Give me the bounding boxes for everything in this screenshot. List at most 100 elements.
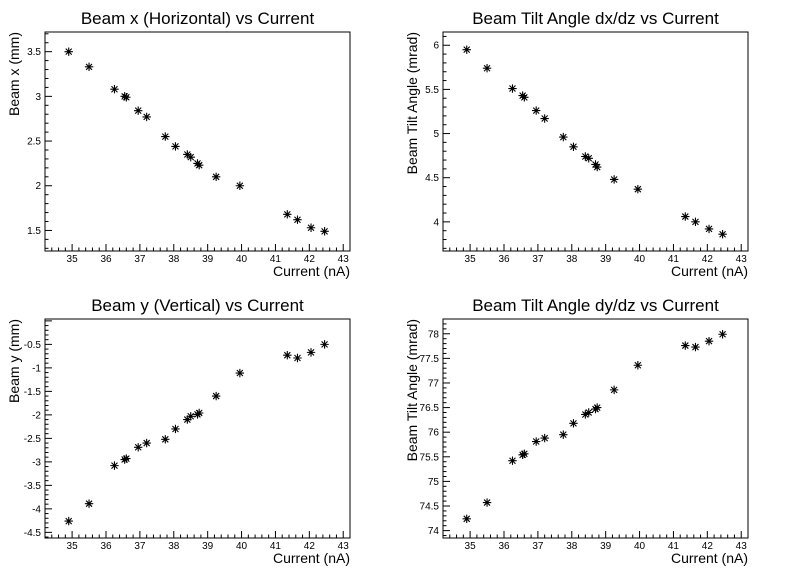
data-point [581, 152, 590, 161]
x-axis-label: Current (nA) [671, 263, 748, 279]
data-point [718, 330, 727, 339]
data-point [633, 361, 643, 370]
y-axis-label: Beam x (mm) [6, 32, 22, 116]
y-tick-label: 5 [433, 129, 439, 140]
data-point [591, 160, 600, 169]
data-point [520, 449, 529, 459]
x-tick-label: 39 [202, 541, 214, 552]
x-tick-label: 43 [736, 254, 748, 265]
chart-title: Beam x (Horizontal) vs Current [81, 9, 315, 28]
y-tick-label: 76.5 [420, 403, 440, 414]
x-tick-label: 38 [566, 541, 578, 552]
data-point [531, 437, 541, 446]
y-tick-label: -3 [32, 457, 41, 468]
data-point [110, 461, 119, 470]
x-axis-label: Current (nA) [273, 550, 350, 566]
x-tick-label: 39 [600, 541, 612, 552]
data-point [592, 162, 602, 172]
data-point [293, 215, 302, 224]
x-tick-label: 41 [270, 254, 282, 265]
x-tick-label: 40 [634, 254, 646, 265]
x-tick-label: 42 [702, 541, 714, 552]
chart-panel-4: Beam Tilt Angle dy/dz vs Current Current … [404, 296, 749, 566]
data-point [609, 385, 619, 395]
data-point [110, 85, 119, 94]
data-point [508, 84, 517, 93]
y-tick-label: -4.5 [24, 528, 42, 539]
chart-title: Beam Tilt Angle dy/dz vs Current [472, 296, 719, 315]
data-point [183, 150, 192, 159]
x-tick-label: 42 [304, 254, 316, 265]
y-tick-label: 74 [428, 526, 440, 537]
data-point [211, 172, 221, 182]
data-point [559, 132, 568, 142]
data-point [569, 419, 578, 428]
y-tick-label: 78 [428, 329, 440, 340]
data-point [64, 516, 73, 526]
data-point [283, 210, 292, 219]
chart-title: Beam Tilt Angle dx/dz vs Current [472, 9, 719, 28]
data-point [84, 62, 94, 72]
y-tick-label: -1.5 [24, 387, 42, 398]
y-tick-label: -2 [32, 410, 41, 421]
data-point [508, 456, 517, 465]
y-tick-label: 75.5 [420, 452, 440, 463]
x-tick-label: 42 [304, 541, 316, 552]
x-tick-label: 41 [270, 541, 282, 552]
data-point [691, 217, 700, 227]
data-point [84, 499, 94, 508]
data-point [559, 430, 568, 439]
y-tick-label: -1 [32, 363, 41, 374]
data-point [320, 340, 329, 349]
x-axis-label: Current (nA) [671, 550, 748, 566]
data-point [211, 391, 221, 401]
y-tick-label: -0.5 [24, 340, 42, 351]
x-tick-label: 35 [67, 541, 79, 552]
x-tick-label: 38 [566, 254, 578, 265]
chart-panel-1: Beam x (Horizontal) vs Current Current (n… [6, 9, 351, 279]
x-tick-label: 41 [668, 254, 680, 265]
data-point [681, 341, 690, 350]
data-point [584, 154, 593, 163]
x-tick-label: 43 [338, 541, 350, 552]
x-tick-label: 41 [668, 541, 680, 552]
x-tick-label: 40 [236, 254, 248, 265]
data-point [320, 227, 329, 236]
data-point [462, 514, 471, 524]
y-tick-label: 5.5 [425, 85, 439, 96]
y-axis-label: Beam y (mm) [6, 319, 22, 403]
data-point [633, 184, 643, 194]
data-point [520, 93, 529, 102]
data-point [142, 438, 151, 448]
data-point [133, 443, 143, 452]
data-point [183, 415, 192, 424]
y-tick-label: 4.5 [425, 173, 439, 184]
y-tick-label: 1.5 [27, 226, 41, 237]
y-tick-label: 2.5 [27, 137, 41, 148]
data-point [171, 142, 180, 151]
data-point [704, 224, 714, 234]
y-tick-label: 3.5 [27, 47, 41, 58]
x-tick-label: 43 [338, 254, 350, 265]
data-point [122, 454, 131, 463]
y-tick-label: 6 [433, 41, 439, 52]
data-point [609, 175, 619, 184]
data-point [194, 408, 204, 418]
x-tick-label: 36 [100, 254, 112, 265]
data-point [540, 433, 549, 443]
x-tick-label: 36 [498, 254, 510, 265]
data-point [584, 408, 593, 417]
data-point [482, 498, 492, 507]
data-point [592, 403, 602, 412]
chart-panel-3: Beam y (Vertical) vs Current Current (nA)… [6, 296, 351, 566]
data-point [462, 45, 471, 54]
data-point [186, 152, 195, 162]
data-point [120, 92, 129, 101]
chart-panel-2: Beam Tilt Angle dx/dz vs Current Current … [404, 9, 749, 279]
y-tick-label: 74.5 [420, 502, 440, 513]
data-point [306, 348, 316, 357]
x-tick-label: 40 [634, 541, 646, 552]
data-point [293, 353, 302, 363]
x-tick-label: 38 [168, 254, 180, 265]
y-tick-label: -2.5 [24, 434, 42, 445]
